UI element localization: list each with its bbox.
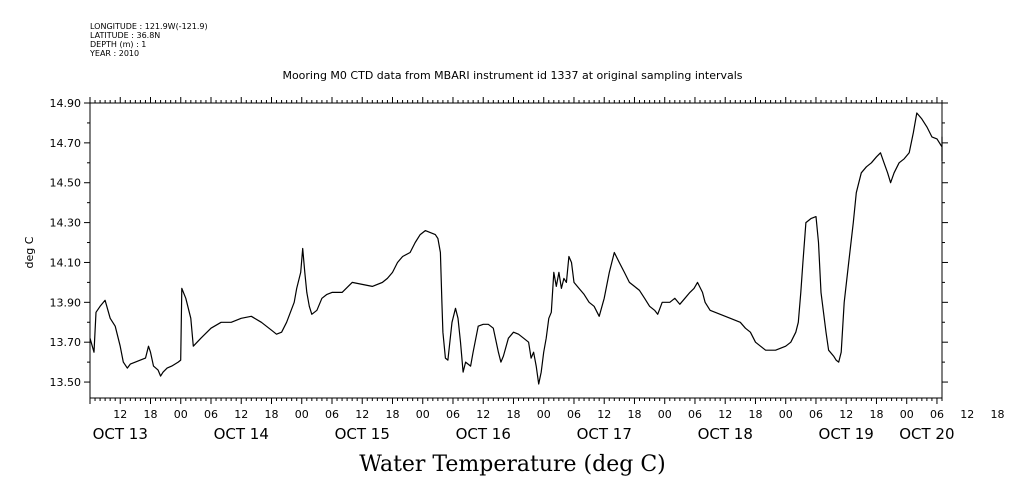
x-hour-label: 06 xyxy=(688,408,702,421)
x-axis-ticks: 12 18 00 06 12 18 00 06 12 18 00 06 12 18 00 06 12 18 00 06… xyxy=(93,408,1005,443)
y-tick-label: 13.70 xyxy=(50,336,82,349)
x-hour-label: 12 xyxy=(234,408,248,421)
latitude-label: LATITUDE : 36.8N xyxy=(90,31,161,40)
y-tick-label: 14.30 xyxy=(50,217,82,230)
x-day-label: OCT 15 xyxy=(335,425,390,443)
depth-label: DEPTH (m) : 1 xyxy=(90,40,147,49)
x-hour-label: 18 xyxy=(506,408,520,421)
plot-frame xyxy=(89,102,943,399)
x-hour-label: 18 xyxy=(869,408,883,421)
x-hour-label: 18 xyxy=(264,408,278,421)
x-hour-label: 12 xyxy=(355,408,369,421)
x-hour-label: 00 xyxy=(295,408,309,421)
y-axis-ticks: 13.50 13.70 13.90 14.10 14.30 14.50 14.70 14.90 xyxy=(50,97,948,389)
longitude-label: LONGITUDE : 121.9W(-121.9) xyxy=(90,22,208,31)
x-hour-label: 18 xyxy=(385,408,399,421)
x-hour-label: 18 xyxy=(748,408,762,421)
y-tick-label: 14.50 xyxy=(50,177,82,190)
x-day-label: OCT 14 xyxy=(214,425,269,443)
x-hour-label: 06 xyxy=(567,408,581,421)
x-hour-label: 00 xyxy=(416,408,430,421)
y-tick-label: 14.70 xyxy=(50,137,82,150)
x-hour-label: 12 xyxy=(839,408,853,421)
x-day-label: OCT 19 xyxy=(819,425,874,443)
x-day-label: OCT 18 xyxy=(698,425,753,443)
y-tick-label: 13.90 xyxy=(50,296,82,309)
bottom-title: Water Temperature (deg C) xyxy=(359,452,666,477)
x-hour-label: 12 xyxy=(113,408,127,421)
x-day-label: OCT 17 xyxy=(577,425,632,443)
x-hour-label: 12 xyxy=(597,408,611,421)
x-hour-label: 06 xyxy=(325,408,339,421)
x-hour-label: 00 xyxy=(658,408,672,421)
x-day-label: OCT 20 xyxy=(899,425,954,443)
x-hour-label: 06 xyxy=(930,408,944,421)
x-day-label: OCT 13 xyxy=(93,425,148,443)
y-tick-label: 13.50 xyxy=(50,376,82,389)
chart-title: Mooring M0 CTD data from MBARI instrumen… xyxy=(282,69,743,82)
x-hour-label: 06 xyxy=(446,408,460,421)
minor-ticks xyxy=(89,97,943,404)
series-line-water-temperature xyxy=(89,112,943,385)
x-day-label: OCT 16 xyxy=(456,425,511,443)
x-hour-label: 06 xyxy=(809,408,823,421)
x-hour-label: 00 xyxy=(779,408,793,421)
x-hour-label: 12 xyxy=(718,408,732,421)
x-hour-label: 00 xyxy=(900,408,914,421)
y-tick-label: 14.10 xyxy=(50,256,82,269)
year-label: YEAR : 2010 xyxy=(90,49,140,58)
y-axis-title: deg C xyxy=(23,236,36,268)
x-hour-label: 18 xyxy=(143,408,157,421)
x-hour-label: 00 xyxy=(174,408,188,421)
x-hour-label: 12 xyxy=(960,408,974,421)
x-hour-label: 18 xyxy=(990,408,1004,421)
y-tick-label: 14.90 xyxy=(50,97,82,110)
x-hour-label: 00 xyxy=(537,408,551,421)
x-hour-label: 12 xyxy=(476,408,490,421)
x-hour-label: 18 xyxy=(627,408,641,421)
x-hour-label: 06 xyxy=(204,408,218,421)
